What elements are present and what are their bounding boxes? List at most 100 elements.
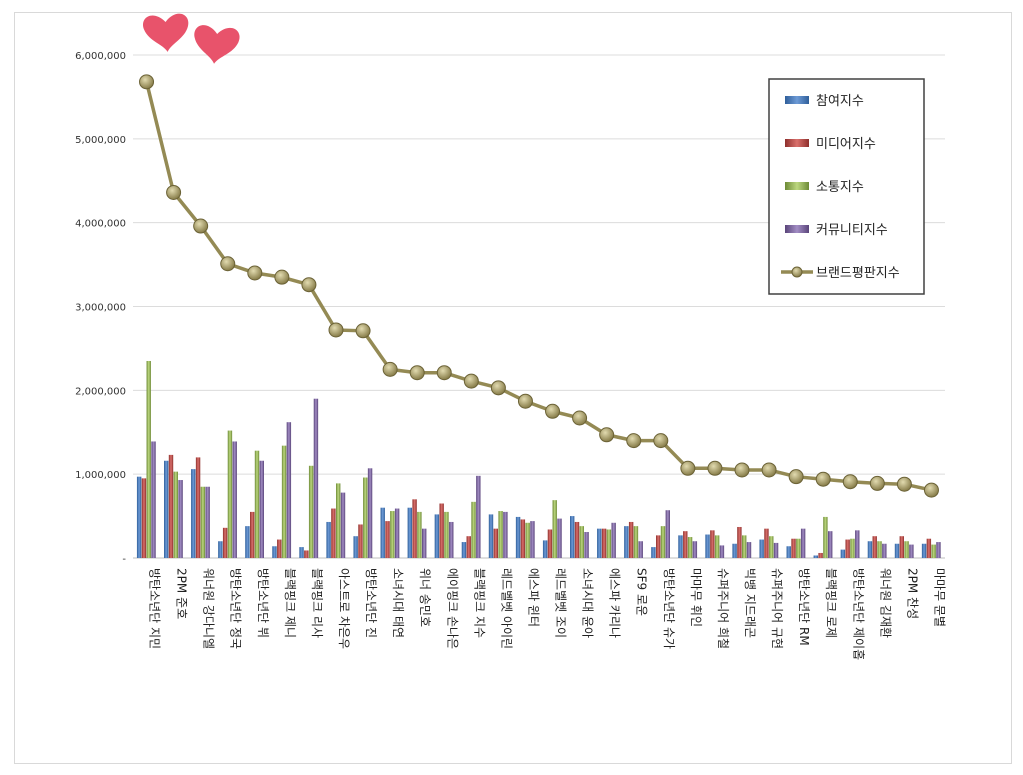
bar-4 <box>666 510 670 558</box>
brand-index-point <box>681 461 695 475</box>
bar-1 <box>272 546 276 558</box>
bar-4 <box>151 441 155 558</box>
x-tick-label: 소녀시대 태연 <box>391 568 405 638</box>
brand-index-point <box>275 270 289 284</box>
bar-3 <box>525 523 529 558</box>
bar-4 <box>584 532 588 558</box>
bar-1 <box>543 540 547 558</box>
bar-4 <box>801 529 805 558</box>
x-tick-label: 방탄소년단 정국 <box>229 568 243 649</box>
x-tick-label: 아스트로 차은우 <box>337 568 351 649</box>
bar-2 <box>791 539 795 558</box>
bar-1 <box>597 529 601 558</box>
bar-1 <box>814 555 818 558</box>
bar-3 <box>688 537 692 558</box>
bar-4 <box>503 512 507 558</box>
bar-2 <box>873 536 877 558</box>
bar-4 <box>611 523 615 558</box>
bar-1 <box>759 540 763 558</box>
bar-4 <box>936 542 940 558</box>
x-tick-label: 위너 송민호 <box>418 568 432 627</box>
bar-4 <box>774 543 778 558</box>
legend-swatch <box>785 139 809 147</box>
bar-2 <box>629 522 633 558</box>
bar-2 <box>927 539 931 558</box>
bar-2 <box>494 529 498 558</box>
bar-2 <box>845 540 849 558</box>
legend-label: 브랜드평판지수 <box>816 266 900 281</box>
bar-3 <box>607 529 611 558</box>
bar-3 <box>255 451 259 558</box>
brand-index-point <box>735 463 749 477</box>
bar-4 <box>287 422 291 558</box>
bar-1 <box>326 522 330 558</box>
bar-2 <box>196 457 200 558</box>
brand-index-point <box>789 470 803 484</box>
x-tick-label: 레드벨벳 아이린 <box>499 568 513 649</box>
brand-index-point <box>816 472 830 486</box>
x-tick-label: 방탄소년단 뷔 <box>256 568 270 638</box>
brand-index-point <box>627 434 641 448</box>
brand-index-point <box>843 475 857 489</box>
bar-3 <box>174 472 178 558</box>
x-tick-label: 레드벨벳 조이 <box>554 568 568 638</box>
bar-3 <box>390 511 394 558</box>
brand-index-point <box>491 381 505 395</box>
legend-swatch <box>785 96 809 104</box>
y-tick-label: 1,000,000 <box>75 470 126 481</box>
bar-2 <box>277 540 281 558</box>
bar-2 <box>304 550 308 558</box>
bar-4 <box>693 541 697 558</box>
brand-index-point <box>140 75 154 89</box>
x-axis-labels: 방탄소년단 지민 2PM 준호 워너원 강다니엘 방탄소년단 정국 방탄소년단 뷔 블랙핑… <box>148 568 947 660</box>
bar-1 <box>516 517 520 558</box>
bar-2 <box>358 524 362 558</box>
x-tick-label: 워너원 강다니엘 <box>202 568 216 649</box>
x-tick-label: 슈퍼주니어 규현 <box>770 568 784 649</box>
legend-label: 커뮤니티지수 <box>816 223 888 238</box>
bar-2 <box>602 529 606 558</box>
bar-2 <box>548 529 552 558</box>
bar-4 <box>341 493 345 558</box>
bar-4 <box>882 544 886 558</box>
brand-index-point <box>356 324 370 338</box>
bar-3 <box>850 539 854 558</box>
bar-4 <box>639 541 643 558</box>
bar-4 <box>314 399 318 558</box>
bar-1 <box>462 542 466 558</box>
bar-3 <box>742 535 746 558</box>
bar-4 <box>368 468 372 558</box>
brand-index-point <box>302 278 316 292</box>
bar-3 <box>201 487 205 558</box>
bar-1 <box>841 550 845 558</box>
legend-label: 미디어지수 <box>816 137 876 152</box>
bar-2 <box>385 521 389 558</box>
heart-icon <box>142 13 190 53</box>
legend-swatch <box>785 182 809 190</box>
bar-1 <box>245 526 249 558</box>
bar-3 <box>823 517 827 558</box>
bar-4 <box>909 545 913 558</box>
bar-3 <box>417 512 421 558</box>
bar-1 <box>570 516 574 558</box>
legend-label: 참여지수 <box>816 94 864 109</box>
x-tick-label: 방탄소년단 슈가 <box>662 568 676 649</box>
bar-3 <box>931 545 935 558</box>
y-tick-label: 4,000,000 <box>75 219 126 230</box>
x-tick-label: 워너원 김재환 <box>878 568 892 638</box>
bar-2 <box>683 531 687 558</box>
bar-1 <box>218 541 222 558</box>
bar-1 <box>678 535 682 558</box>
bar-4 <box>720 545 724 558</box>
bar-3 <box>904 541 908 558</box>
bar-4 <box>449 522 453 558</box>
bar-3 <box>282 446 286 558</box>
bar-3 <box>363 478 367 558</box>
bar-2 <box>656 535 660 558</box>
bar-4 <box>233 441 237 558</box>
x-tick-label: 에이핑크 손나은 <box>445 568 459 649</box>
bar-2 <box>764 529 768 558</box>
bar-1 <box>435 514 439 558</box>
brand-reputation-chart: -1,000,0002,000,0003,000,0004,000,0005,0… <box>0 0 1023 775</box>
y-tick-label: 2,000,000 <box>75 386 126 397</box>
